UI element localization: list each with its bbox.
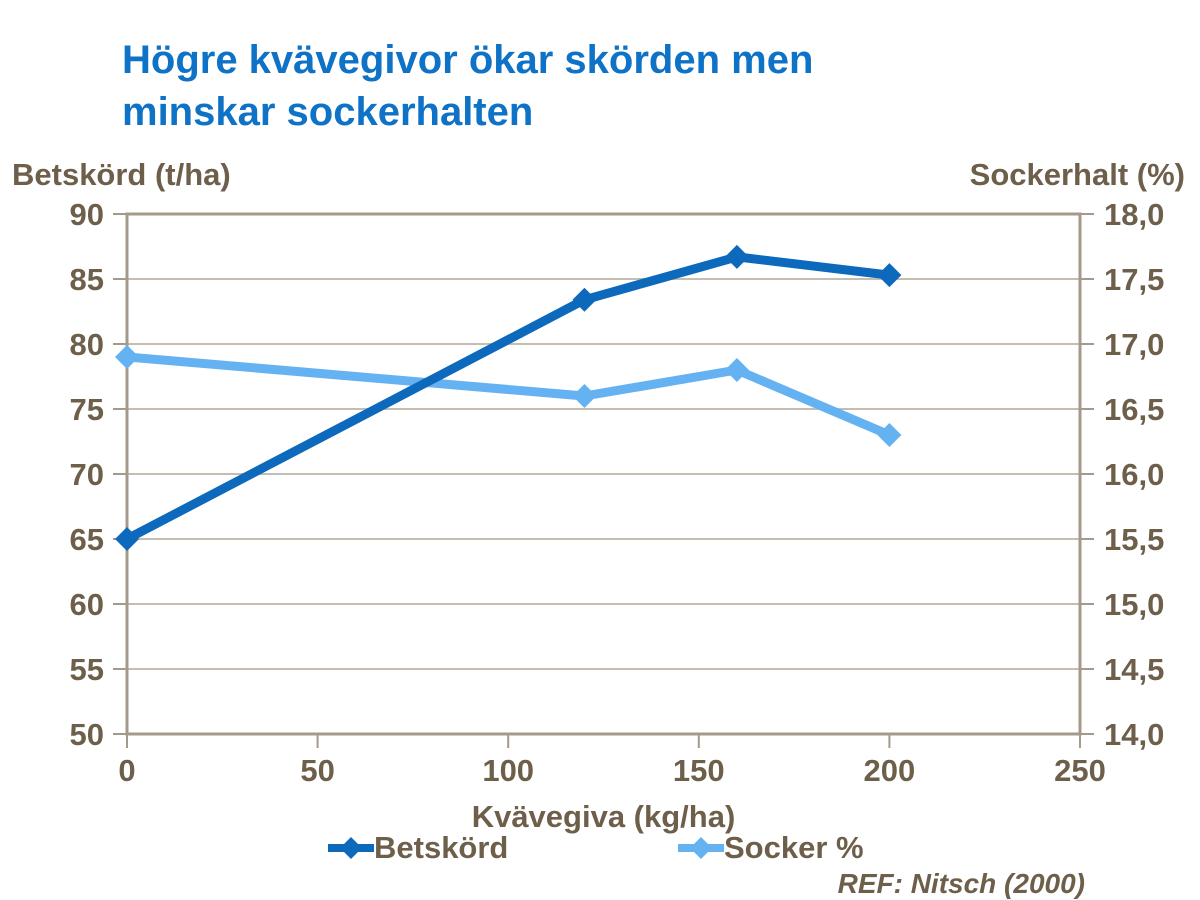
left-tick-label: 70	[70, 457, 104, 492]
x-tick-label: 50	[300, 753, 334, 788]
x-tick-label: 200	[864, 753, 916, 788]
left-tick-label: 80	[70, 327, 104, 362]
data-point-marker	[572, 287, 597, 312]
left-tick-label: 50	[70, 717, 104, 752]
right-tick-label: 18,0	[1104, 197, 1164, 232]
chart-title: Högre kvävegivor ökar skörden men minska…	[122, 38, 814, 134]
right-axis-title: Sockerhalt (%)	[969, 157, 1185, 192]
legend-marker-icon	[678, 837, 724, 859]
data-point-marker	[877, 263, 902, 288]
plot-border	[125, 212, 1082, 736]
left-axis-tick-labels: 50 55 60 65 70 75 80 85 90	[70, 197, 104, 752]
legend-label: Betskörd	[374, 830, 509, 865]
right-axis-tick-labels: 14,0 14,5 15,0 15,5 16,0 16,5 17,0 17,5 18,0	[1104, 197, 1164, 752]
x-tick-label: 150	[673, 753, 725, 788]
right-tick-label: 14,0	[1104, 717, 1164, 752]
gridlines	[127, 278, 1080, 670]
series-line	[122, 252, 894, 544]
left-tick-label: 60	[70, 587, 104, 622]
data-point-marker	[572, 384, 597, 408]
data-point-marker	[724, 244, 749, 269]
legend-item-socker-: Socker %	[678, 830, 864, 866]
legend-label: Socker %	[724, 830, 864, 865]
left-tick-label: 75	[70, 392, 104, 427]
x-tick-label: 0	[118, 753, 135, 788]
legend-marker-icon	[328, 837, 374, 859]
right-tick-label: 15,0	[1104, 587, 1164, 622]
series-line	[122, 352, 894, 440]
legend-diamond	[690, 837, 712, 859]
left-tick-label: 85	[70, 262, 104, 297]
right-tick-label: 14,5	[1104, 652, 1164, 687]
x-axis-tick-labels: 0 50 100 150 200 250	[118, 753, 1105, 788]
right-tick-label: 17,0	[1104, 327, 1164, 362]
left-tick-label: 90	[70, 197, 104, 232]
right-tick-label: 16,5	[1104, 392, 1164, 427]
legend-diamond	[340, 837, 362, 859]
left-tick-label: 65	[70, 522, 104, 557]
data-point-marker	[877, 423, 902, 447]
left-tick-label: 55	[70, 652, 104, 687]
x-tick-label: 250	[1054, 753, 1106, 788]
right-tick-label: 16,0	[1104, 457, 1164, 492]
x-tick-label: 100	[482, 753, 534, 788]
left-axis-title: Betskörd (t/ha)	[12, 157, 231, 192]
right-tick-label: 17,5	[1104, 262, 1164, 297]
reference-note: REF: Nitsch (2000)	[837, 868, 1085, 899]
series-betsk-rd	[115, 244, 902, 551]
right-tick-label: 15,5	[1104, 522, 1164, 557]
data-point-marker	[115, 527, 139, 551]
legend-item-betsk-rd: Betskörd	[328, 830, 508, 866]
series-socker-	[115, 345, 902, 447]
x-axis-title: Kvävegiva (kg/ha)	[471, 799, 736, 834]
data-point-marker	[115, 345, 139, 369]
data-point-marker	[724, 358, 749, 382]
